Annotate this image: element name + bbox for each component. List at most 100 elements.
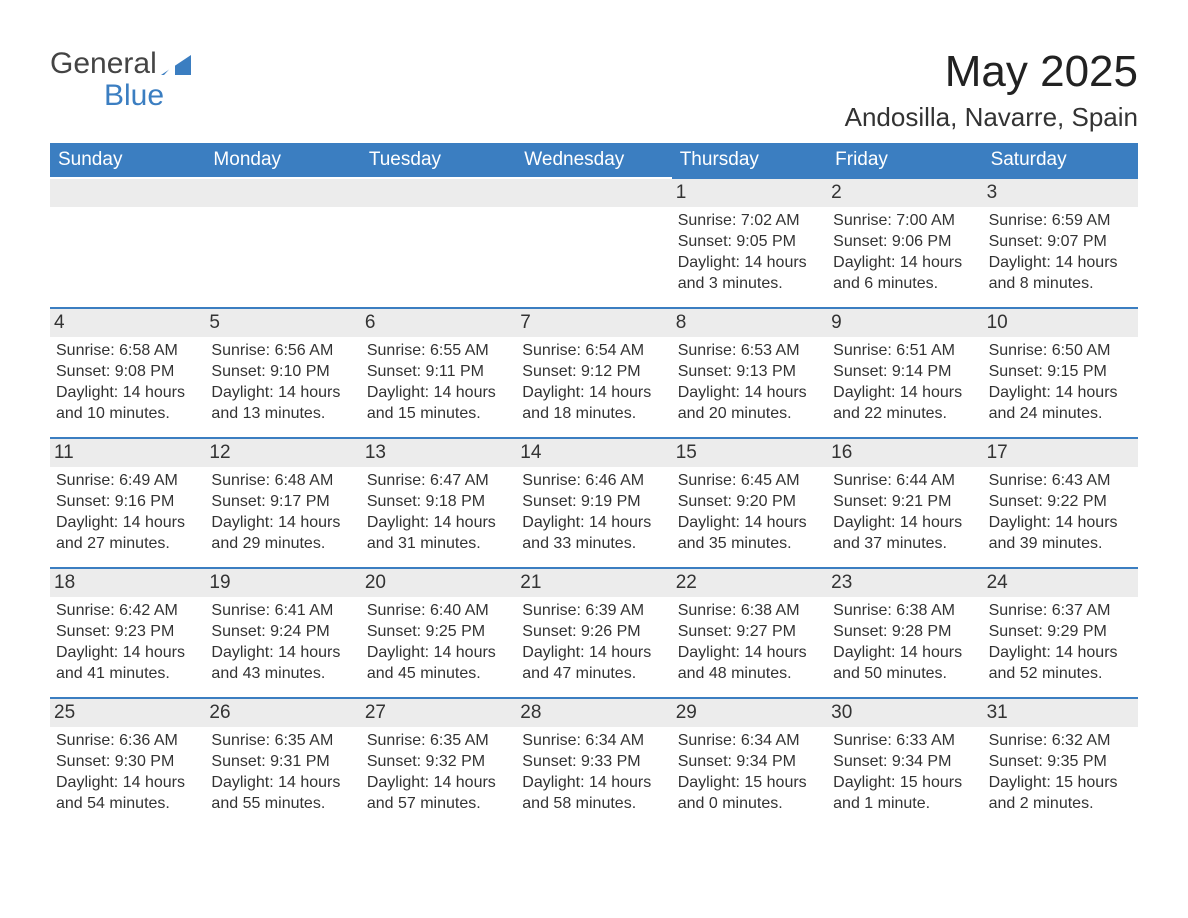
detail-sunrise: Sunrise: 6:32 AM [989,731,1132,752]
detail-sunrise: Sunrise: 6:48 AM [211,471,354,492]
detail-sunrise: Sunrise: 6:33 AM [833,731,976,752]
detail-daylight2: and 6 minutes. [833,274,976,295]
weeks-container: 1Sunrise: 7:02 AMSunset: 9:05 PMDaylight… [50,177,1138,825]
detail-sunrise: Sunrise: 6:43 AM [989,471,1132,492]
day-cell: 28Sunrise: 6:34 AMSunset: 9:33 PMDayligh… [516,697,671,825]
day-details: Sunrise: 6:44 AMSunset: 9:21 PMDaylight:… [831,471,978,554]
day-details: Sunrise: 6:58 AMSunset: 9:08 PMDaylight:… [54,341,201,424]
weekday-sunday: Sunday [50,143,205,177]
detail-sunrise: Sunrise: 6:58 AM [56,341,199,362]
detail-daylight2: and 8 minutes. [989,274,1132,295]
detail-sunset: Sunset: 9:19 PM [522,492,665,513]
title-month: May 2025 [845,48,1138,96]
detail-sunrise: Sunrise: 6:47 AM [367,471,510,492]
detail-daylight1: Daylight: 14 hours [211,643,354,664]
day-number: 15 [672,439,827,467]
day-cell: 25Sunrise: 6:36 AMSunset: 9:30 PMDayligh… [50,697,205,825]
detail-sunrise: Sunrise: 6:49 AM [56,471,199,492]
day-cell: 18Sunrise: 6:42 AMSunset: 9:23 PMDayligh… [50,567,205,695]
brand-logo: General Blue [50,48,191,111]
week-row: 18Sunrise: 6:42 AMSunset: 9:23 PMDayligh… [50,567,1138,695]
detail-daylight1: Daylight: 15 hours [678,773,821,794]
day-empty [516,177,671,305]
week-row: 1Sunrise: 7:02 AMSunset: 9:05 PMDaylight… [50,177,1138,305]
day-empty [361,177,516,305]
day-cell: 29Sunrise: 6:34 AMSunset: 9:34 PMDayligh… [672,697,827,825]
day-cell: 12Sunrise: 6:48 AMSunset: 9:17 PMDayligh… [205,437,360,565]
weekday-friday: Friday [827,143,982,177]
detail-daylight1: Daylight: 14 hours [522,643,665,664]
day-details: Sunrise: 6:51 AMSunset: 9:14 PMDaylight:… [831,341,978,424]
day-cell: 20Sunrise: 6:40 AMSunset: 9:25 PMDayligh… [361,567,516,695]
detail-daylight1: Daylight: 14 hours [833,383,976,404]
detail-daylight2: and 45 minutes. [367,664,510,685]
day-details: Sunrise: 7:02 AMSunset: 9:05 PMDaylight:… [676,211,823,294]
detail-daylight1: Daylight: 14 hours [989,513,1132,534]
detail-daylight1: Daylight: 14 hours [678,383,821,404]
detail-sunrise: Sunrise: 6:35 AM [367,731,510,752]
day-details: Sunrise: 6:43 AMSunset: 9:22 PMDaylight:… [987,471,1134,554]
weekday-header: SundayMondayTuesdayWednesdayThursdayFrid… [50,143,1138,177]
day-cell: 3Sunrise: 6:59 AMSunset: 9:07 PMDaylight… [983,177,1138,305]
day-number: 25 [50,699,205,727]
day-number: 29 [672,699,827,727]
day-cell: 13Sunrise: 6:47 AMSunset: 9:18 PMDayligh… [361,437,516,565]
detail-sunset: Sunset: 9:15 PM [989,362,1132,383]
day-number [516,179,671,207]
day-details: Sunrise: 6:46 AMSunset: 9:19 PMDaylight:… [520,471,667,554]
weekday-wednesday: Wednesday [516,143,671,177]
detail-daylight1: Daylight: 14 hours [367,513,510,534]
detail-daylight1: Daylight: 15 hours [989,773,1132,794]
day-cell: 23Sunrise: 6:38 AMSunset: 9:28 PMDayligh… [827,567,982,695]
detail-sunset: Sunset: 9:24 PM [211,622,354,643]
detail-sunset: Sunset: 9:25 PM [367,622,510,643]
detail-daylight2: and 27 minutes. [56,534,199,555]
detail-sunrise: Sunrise: 6:38 AM [678,601,821,622]
detail-sunrise: Sunrise: 6:53 AM [678,341,821,362]
brand-blue: Blue [104,80,191,112]
day-empty [205,177,360,305]
day-details: Sunrise: 6:54 AMSunset: 9:12 PMDaylight:… [520,341,667,424]
detail-daylight1: Daylight: 15 hours [833,773,976,794]
detail-sunset: Sunset: 9:11 PM [367,362,510,383]
detail-sunrise: Sunrise: 6:45 AM [678,471,821,492]
day-number: 22 [672,569,827,597]
brand-general: General [50,48,157,80]
detail-daylight2: and 20 minutes. [678,404,821,425]
calendar-page: General Blue May 2025 Andosilla, Navarre… [0,0,1188,865]
day-number: 26 [205,699,360,727]
detail-daylight2: and 15 minutes. [367,404,510,425]
day-cell: 5Sunrise: 6:56 AMSunset: 9:10 PMDaylight… [205,307,360,435]
detail-daylight1: Daylight: 14 hours [678,253,821,274]
day-cell: 7Sunrise: 6:54 AMSunset: 9:12 PMDaylight… [516,307,671,435]
day-cell: 8Sunrise: 6:53 AMSunset: 9:13 PMDaylight… [672,307,827,435]
detail-daylight2: and 58 minutes. [522,794,665,815]
day-number [361,179,516,207]
day-details: Sunrise: 6:41 AMSunset: 9:24 PMDaylight:… [209,601,356,684]
day-number: 11 [50,439,205,467]
detail-sunset: Sunset: 9:05 PM [678,232,821,253]
detail-daylight2: and 39 minutes. [989,534,1132,555]
detail-daylight1: Daylight: 14 hours [833,513,976,534]
day-details: Sunrise: 6:49 AMSunset: 9:16 PMDaylight:… [54,471,201,554]
day-cell: 19 Sunrise: 6:41 AMSunset: 9:24 PMDayligh… [205,567,360,695]
week-row: 25Sunrise: 6:36 AMSunset: 9:30 PMDayligh… [50,697,1138,825]
day-number: 9 [827,309,982,337]
calendar: SundayMondayTuesdayWednesdayThursdayFrid… [50,143,1138,825]
detail-daylight1: Daylight: 14 hours [56,643,199,664]
day-number: 24 [983,569,1138,597]
detail-sunset: Sunset: 9:12 PM [522,362,665,383]
day-number: 16 [827,439,982,467]
detail-sunset: Sunset: 9:14 PM [833,362,976,383]
detail-sunrise: Sunrise: 6:35 AM [211,731,354,752]
detail-sunset: Sunset: 9:28 PM [833,622,976,643]
day-number: 19 [205,569,360,597]
day-cell: 9 Sunrise: 6:51 AMSunset: 9:14 PMDaylight… [827,307,982,435]
detail-daylight1: Daylight: 14 hours [211,383,354,404]
day-details: Sunrise: 6:42 AMSunset: 9:23 PMDaylight:… [54,601,201,684]
day-number: 14 [516,439,671,467]
detail-sunset: Sunset: 9:29 PM [989,622,1132,643]
day-number: 3 [983,179,1138,207]
day-number: 28 [516,699,671,727]
day-cell: 31Sunrise: 6:32 AMSunset: 9:35 PMDayligh… [983,697,1138,825]
